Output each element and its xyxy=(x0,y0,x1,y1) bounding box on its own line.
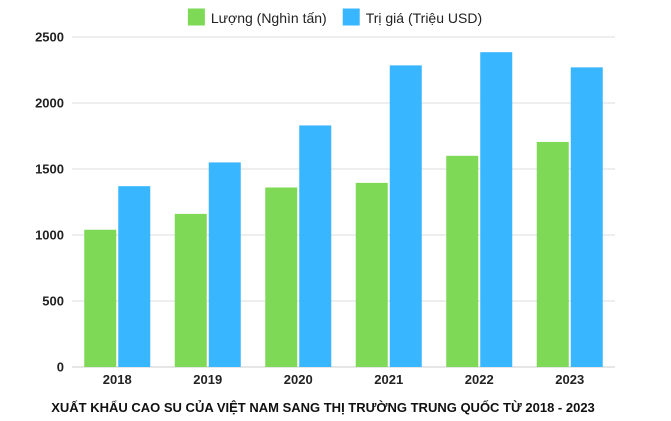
gridlines xyxy=(72,36,615,368)
x-tick-label: 2022 xyxy=(465,372,494,387)
bar-2019-series-1 xyxy=(174,213,207,367)
legend-label: Lượng (Nghìn tấn) xyxy=(211,10,327,26)
bar-2020-series-1 xyxy=(265,187,298,367)
legend: Lượng (Nghìn tấn) Trị giá (Triệu USD) xyxy=(187,8,482,26)
bar-2022-series-1 xyxy=(446,155,479,367)
bars xyxy=(84,52,603,368)
bar-2018-series-2 xyxy=(118,186,151,367)
bar-2021-series-2 xyxy=(389,65,422,367)
y-tick-label: 0 xyxy=(57,360,64,375)
bar-2021-series-1 xyxy=(355,182,388,367)
legend-swatch xyxy=(342,8,360,26)
y-tick-label: 2500 xyxy=(35,30,64,45)
bar-2020-series-2 xyxy=(299,125,332,367)
bar-2018-series-1 xyxy=(84,229,117,367)
bar-2023-series-1 xyxy=(536,141,569,367)
x-tick-label: 2019 xyxy=(193,372,222,387)
y-axis: 0 500 1000 1500 2000 2500 xyxy=(35,30,64,375)
x-tick-label: 2023 xyxy=(555,372,584,387)
legend-label: Trị giá (Triệu USD) xyxy=(366,10,482,26)
bar-2019-series-2 xyxy=(208,162,241,367)
x-tick-label: 2020 xyxy=(284,372,313,387)
y-tick-label: 1500 xyxy=(35,162,64,177)
y-tick-label: 2000 xyxy=(35,96,64,111)
bar-2022-series-2 xyxy=(480,52,513,368)
x-tick-label: 2021 xyxy=(374,372,403,387)
x-axis: 2018 2019 2020 2021 2022 2023 xyxy=(103,372,584,387)
legend-swatch xyxy=(187,8,205,26)
y-tick-label: 500 xyxy=(42,294,64,309)
chart-title: XUẤT KHẨU CAO SU CỦA VIỆT NAM SANG THỊ T… xyxy=(51,400,595,415)
bar-2023-series-2 xyxy=(570,67,603,368)
y-tick-label: 1000 xyxy=(35,228,64,243)
x-tick-label: 2018 xyxy=(103,372,132,387)
